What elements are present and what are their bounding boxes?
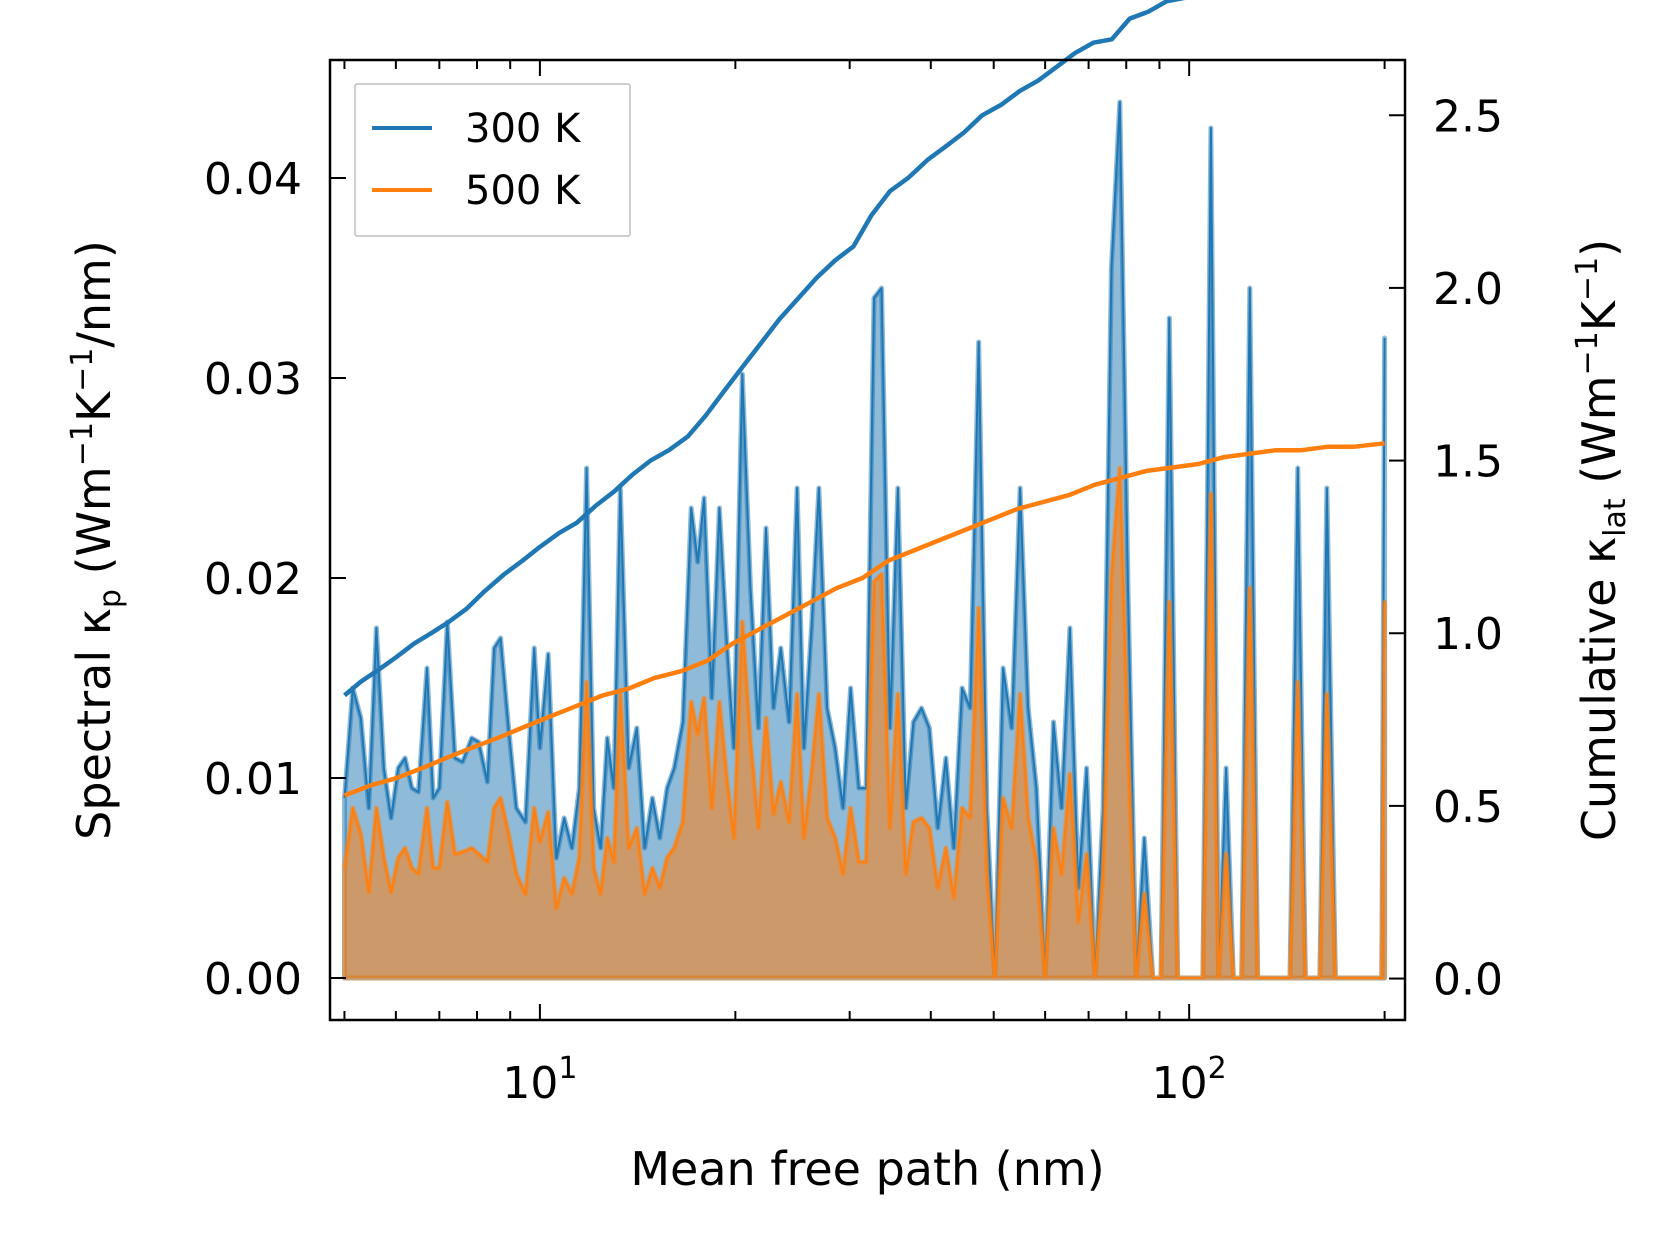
y-left-tick-label: 0.04 xyxy=(204,154,302,205)
y-axis-right: 0.0 0.5 1.0 1.5 2.0 2.5 xyxy=(1389,91,1503,1006)
cumulative-line-0 xyxy=(343,0,1186,698)
y-left-tick-label: 0.01 xyxy=(204,754,302,805)
y-left-title-part: /nm) xyxy=(67,240,121,347)
y-right-tick-label: 1.0 xyxy=(1433,609,1503,660)
x-tick-label-exponent: 1 xyxy=(558,1051,577,1086)
legend-box xyxy=(354,83,631,237)
y-right-tick-label: 2.0 xyxy=(1433,264,1503,315)
y-right-title-part: (Wm xyxy=(1572,375,1626,498)
y-right-title-part: K xyxy=(1572,299,1626,331)
y-axis-left-title: Spectral κp (Wm−1K−1/nm) xyxy=(65,240,128,840)
y-right-title-superscript: −1 xyxy=(1570,257,1605,301)
legend-label-300k: 300 K xyxy=(465,106,582,152)
y-right-title-subscript: lat xyxy=(1598,498,1633,537)
y-left-title-part: Spectral κ xyxy=(67,608,121,840)
y-left-title-part: (Wm xyxy=(67,466,121,589)
x-tick-label-base: 10 xyxy=(1152,1058,1208,1109)
legend: 300 K 500 K xyxy=(354,83,631,237)
y-left-title-superscript: −1 xyxy=(65,422,100,466)
y-axis-left: 0.00 0.01 0.02 0.03 0.04 xyxy=(204,154,346,1005)
y-right-tick-label: 0.0 xyxy=(1433,955,1503,1006)
y-right-tick-label: 2.5 xyxy=(1433,91,1503,142)
x-axis: 101 102 xyxy=(343,60,1386,1109)
y-right-title-part: Cumulative κ xyxy=(1572,537,1626,841)
y-right-title-part: ) xyxy=(1572,239,1626,257)
x-tick-label-base: 10 xyxy=(502,1058,558,1109)
x-tick-label: 102 xyxy=(1152,1051,1227,1109)
x-axis-title: Mean free path (nm) xyxy=(630,1142,1104,1196)
plot-area xyxy=(342,0,1388,981)
y-left-tick-label: 0.03 xyxy=(204,354,302,405)
spectral-line-1 xyxy=(343,467,1386,979)
y-right-tick-label: 1.5 xyxy=(1433,437,1503,488)
x-tick-label-exponent: 2 xyxy=(1208,1051,1227,1086)
axes-frame xyxy=(328,58,1407,1022)
x-tick-label: 101 xyxy=(502,1051,577,1109)
y-right-title-superscript: −1 xyxy=(1570,331,1605,375)
cumulative-line-1 xyxy=(343,441,1385,798)
y-right-tick-label: 0.5 xyxy=(1433,782,1503,833)
axes: 101 102 0.000.010.020.030.04 0.00.51.01.5… xyxy=(204,58,1503,1109)
y-left-tick-label: 0.00 xyxy=(204,954,302,1005)
y-axis-right-title: Cumulative κlat (Wm−1K−1) xyxy=(1570,239,1633,841)
y-left-title-subscript: p xyxy=(93,589,128,608)
y-left-title-part: K xyxy=(67,390,121,422)
y-left-tick-label: 0.02 xyxy=(204,554,302,605)
legend-label-500k: 500 K xyxy=(465,168,582,214)
y-left-title-superscript: −1 xyxy=(65,348,100,392)
